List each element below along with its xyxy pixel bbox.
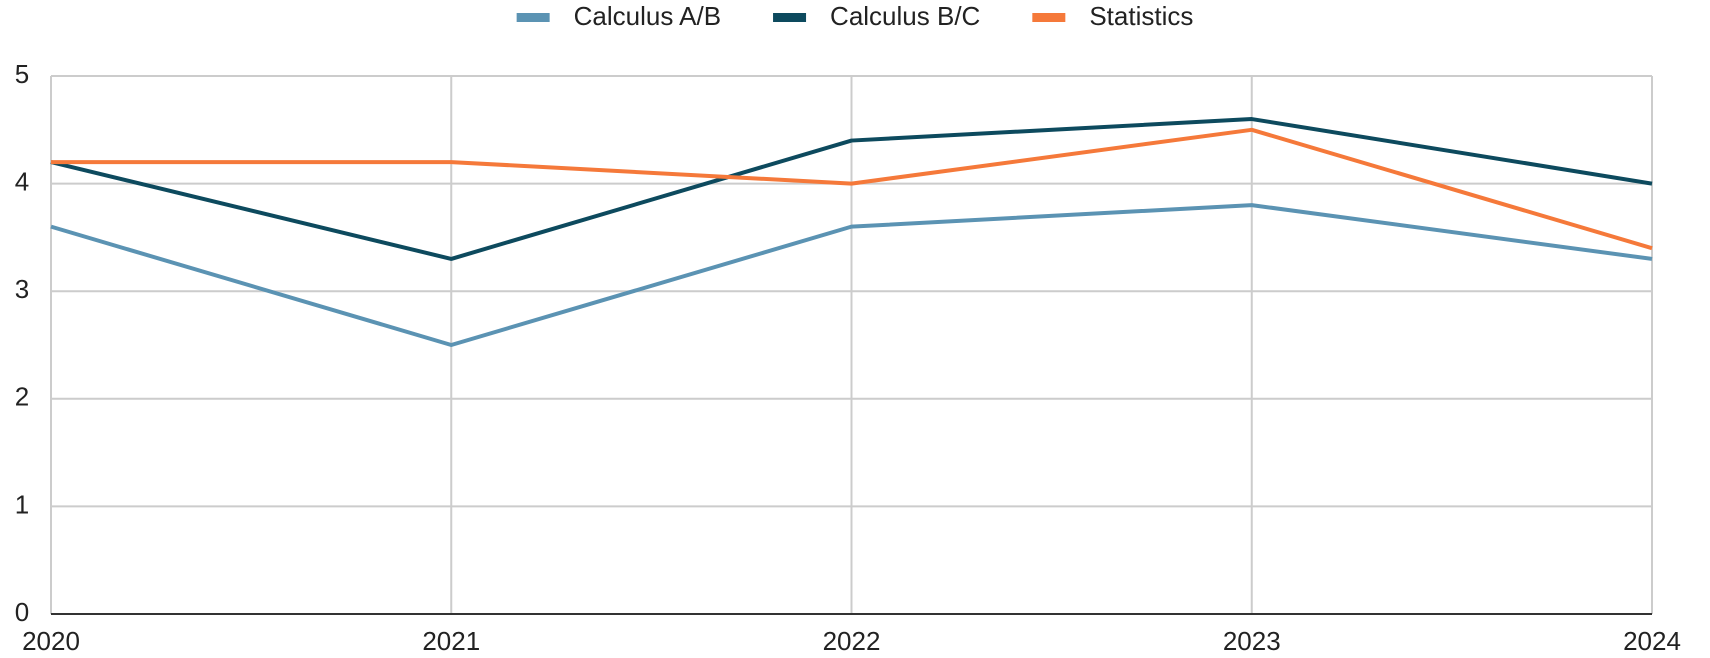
y-tick-label: 0 xyxy=(15,597,29,627)
x-tick-label: 2024 xyxy=(1623,626,1681,656)
y-tick-label: 5 xyxy=(15,59,29,89)
series-line xyxy=(50,203,1653,347)
y-tick-label: 1 xyxy=(15,489,29,519)
series-line xyxy=(51,127,1653,251)
legend-swatch xyxy=(516,13,550,22)
x-tick-label: 2022 xyxy=(823,626,881,656)
y-tick-label: 4 xyxy=(15,166,29,196)
x-tick-label: 2021 xyxy=(422,626,480,656)
legend-label: Calculus A/B xyxy=(574,1,721,31)
legend-label: Statistics xyxy=(1089,1,1193,31)
x-tick-label: 2020 xyxy=(22,626,80,656)
series-line xyxy=(50,117,1653,261)
y-tick-label: 2 xyxy=(15,382,29,412)
legend-swatch xyxy=(773,13,807,22)
legend-swatch xyxy=(1032,13,1066,22)
x-tick-label: 2023 xyxy=(1223,626,1281,656)
legend-label: Calculus B/C xyxy=(830,1,980,31)
y-tick-label: 3 xyxy=(15,274,29,304)
